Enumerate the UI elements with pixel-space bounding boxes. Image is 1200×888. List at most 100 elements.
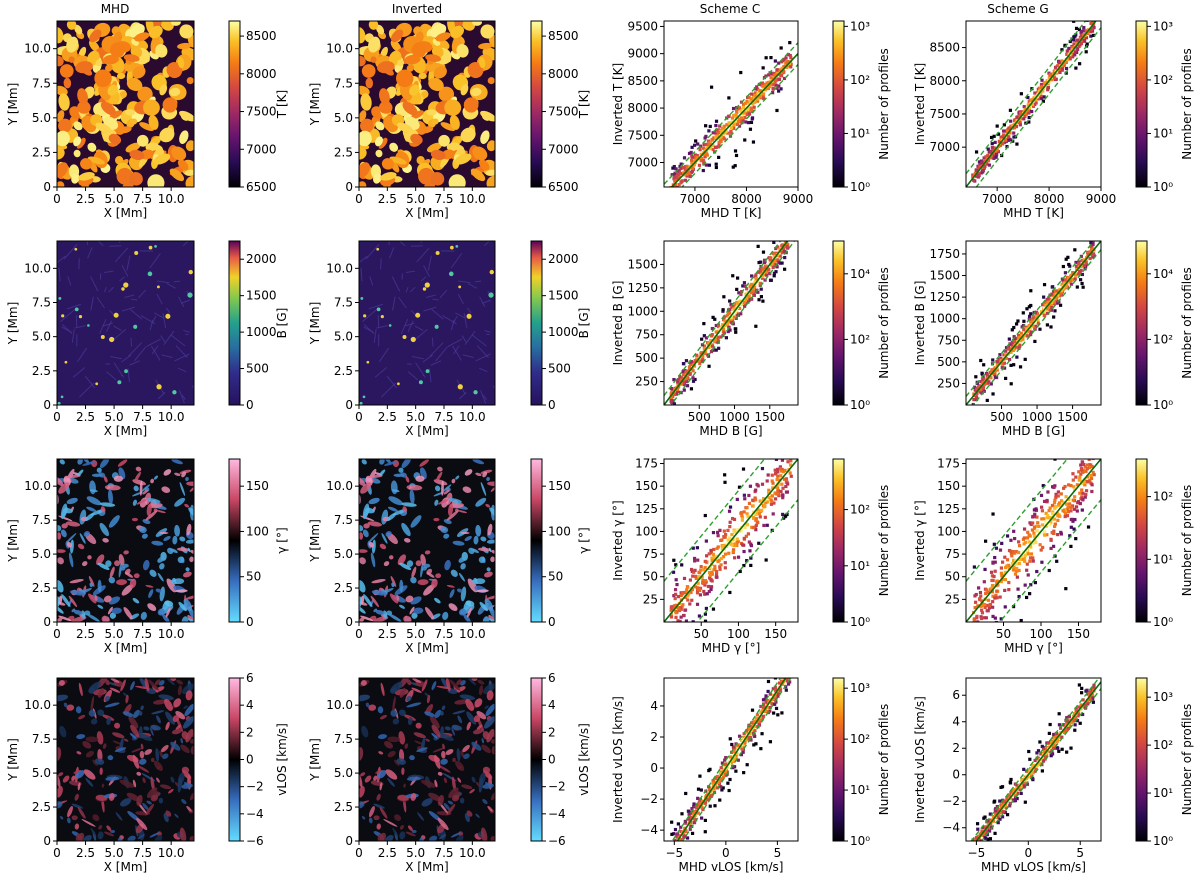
histogram-bin — [1081, 285, 1085, 289]
histogram-bin — [745, 763, 749, 767]
flow-lane — [379, 543, 387, 550]
histogram-bin — [780, 243, 785, 247]
flow-lane — [377, 770, 387, 779]
histogram-bin — [993, 596, 997, 600]
histogram-bin — [1047, 305, 1052, 309]
histogram-bin — [733, 543, 737, 548]
flow-lane — [400, 472, 407, 478]
histogram-bin — [771, 82, 775, 87]
histogram-bin — [1003, 605, 1007, 609]
histogram-bin — [1002, 353, 1006, 357]
histogram-bin — [789, 667, 792, 670]
histogram-bin — [768, 256, 773, 260]
colorbar-tick-label: 10¹ — [850, 126, 870, 140]
granule — [129, 149, 145, 161]
granule — [433, 66, 447, 79]
histogram-bin — [1083, 465, 1087, 469]
field-filament — [78, 258, 80, 270]
colorbar-tick-label: 10² — [850, 73, 870, 87]
histogram-bin — [1039, 493, 1044, 498]
histogram-bin — [786, 482, 790, 486]
histogram-bin — [775, 477, 779, 482]
histogram-bin — [994, 593, 998, 597]
histogram-bin — [1017, 544, 1022, 548]
histogram-bin — [1078, 62, 1082, 66]
histogram-bin — [990, 626, 993, 629]
flow-lane — [399, 604, 406, 609]
histogram-bin — [998, 353, 1002, 357]
histogram-bin — [1085, 463, 1090, 467]
colorbar — [530, 20, 543, 188]
flow-lane — [449, 679, 461, 691]
histogram-bin — [736, 539, 740, 544]
flow-lane — [368, 497, 380, 505]
histogram-bin — [972, 173, 976, 177]
flow-lane — [363, 523, 370, 529]
histogram-bin — [774, 83, 778, 87]
flow-lane — [151, 710, 165, 715]
histogram-bin — [974, 375, 978, 379]
histogram-bin — [726, 528, 730, 533]
flow-lane — [65, 533, 77, 544]
histogram-bin — [987, 163, 992, 167]
histogram-bin — [753, 498, 758, 502]
histogram-bin — [992, 134, 996, 138]
flow-lane — [402, 506, 408, 513]
identity-line — [664, 459, 798, 622]
density-histogram — [664, 459, 798, 622]
granule — [418, 167, 435, 185]
histogram-bin — [764, 558, 768, 562]
histogram-bin — [739, 109, 743, 113]
histogram-bin — [1066, 280, 1070, 284]
histogram-bin — [776, 245, 780, 249]
histogram-bin — [1029, 312, 1033, 316]
granule — [57, 130, 70, 147]
flow-lane — [89, 582, 93, 588]
flow-lane — [156, 509, 166, 514]
histogram-bin — [1046, 88, 1050, 92]
field-filament — [413, 328, 428, 342]
histogram-bin — [1089, 473, 1093, 478]
field-filament — [480, 390, 487, 404]
histogram-bin — [707, 163, 712, 167]
flux-concentration — [397, 382, 400, 386]
histogram-bin — [768, 740, 773, 744]
histogram-bin — [984, 382, 988, 386]
histogram-bin — [1075, 285, 1079, 289]
histogram-bin — [745, 112, 749, 117]
histogram-bin — [974, 396, 979, 400]
histogram-bin — [1081, 39, 1085, 43]
x-tick-label: 5.0 — [406, 627, 425, 641]
flow-lane — [150, 478, 155, 484]
histogram-bin — [1023, 107, 1027, 111]
histogram-bin — [682, 576, 687, 581]
field-filament — [492, 385, 495, 390]
histogram-bin — [716, 534, 720, 538]
granule — [166, 62, 183, 79]
histogram-bin — [699, 152, 703, 156]
histogram-bin — [1063, 278, 1067, 282]
histogram-bin — [759, 295, 764, 299]
histogram-bin — [986, 147, 990, 151]
histogram-bin — [996, 583, 1000, 587]
histogram-bin — [987, 606, 991, 610]
histogram-bin — [783, 664, 786, 667]
histogram-bin — [998, 595, 1002, 599]
flux-concentration — [422, 287, 427, 291]
flow-lane — [102, 743, 107, 749]
flux-concentration — [362, 395, 366, 399]
flux-concentration — [58, 297, 62, 300]
flow-lane — [442, 611, 449, 620]
histogram-bin — [734, 153, 739, 158]
histogram-bin — [786, 233, 789, 236]
flux-concentration — [363, 314, 367, 318]
axes-frame — [965, 240, 1102, 406]
colorbar-tick-label: 500 — [548, 362, 571, 376]
histogram-bin — [1027, 116, 1031, 120]
granule — [184, 169, 194, 176]
histogram-bin — [999, 566, 1003, 570]
flow-lane — [90, 718, 98, 725]
flow-lane — [146, 787, 158, 799]
x-tick-label: 1500 — [755, 410, 786, 424]
flow-lane — [443, 802, 450, 811]
